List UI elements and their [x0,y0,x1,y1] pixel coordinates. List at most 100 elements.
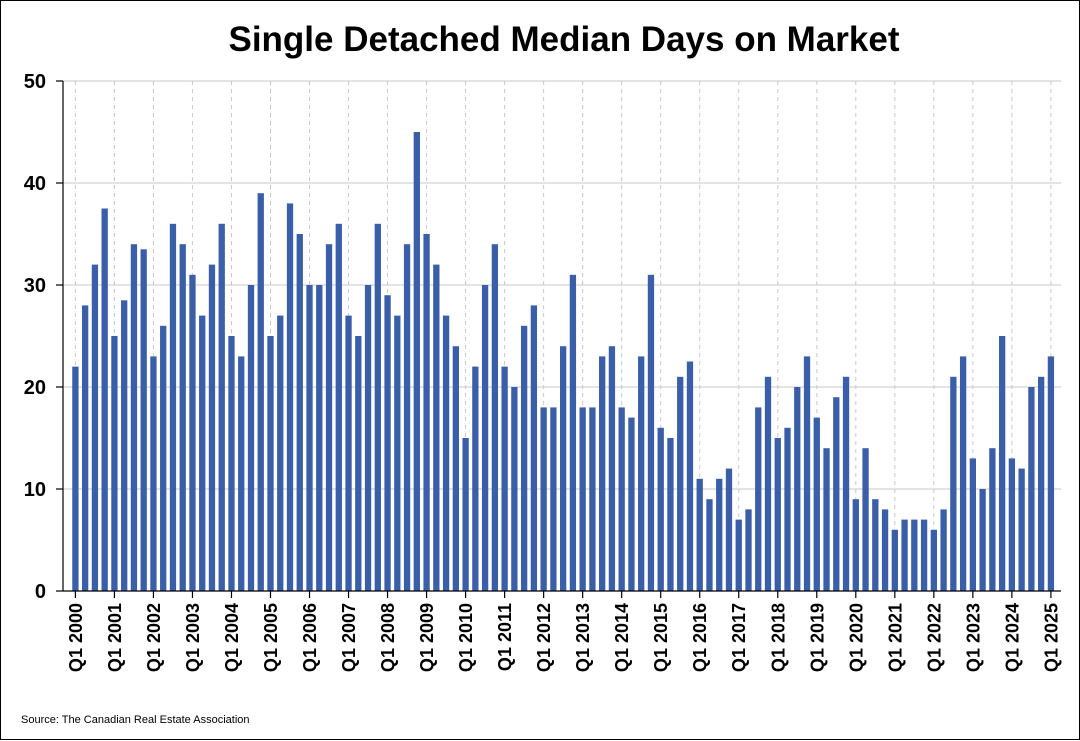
bar-q1-2015 [657,427,664,591]
bar-q1-2008 [384,295,391,591]
bar-q2-2005 [277,315,284,591]
bar-q1-2016 [696,478,703,591]
bar-q2-2000 [82,305,89,591]
bar-q4-2004 [257,193,264,591]
bar-q4-2008 [413,132,420,591]
bar-q1-2007 [345,315,352,591]
x-tick-label: Q1 2025 [1041,603,1061,672]
bar-q3-2007 [364,285,372,591]
y-tick-label: 20 [24,377,46,399]
source-note: Source: The Canadian Real Estate Associa… [21,714,250,726]
bar-q4-2016 [725,468,733,591]
bar-q4-2009 [452,346,459,591]
x-tick-label: Q1 2024 [1002,603,1022,672]
bar-q3-2015 [677,376,684,591]
x-tick-label: Q1 2020 [846,603,866,672]
bar-q2-2011 [511,387,518,591]
bar-q4-2023 [998,336,1006,591]
x-tick-label: Q1 2004 [222,603,242,672]
bar-q3-2006 [325,244,333,591]
bar-q3-2017 [755,407,762,591]
bar-q1-2006 [306,285,313,591]
bar-q3-2005 [286,203,294,591]
bar-q1-2017 [735,519,742,591]
bar-q1-2005 [267,336,274,591]
x-tick-label: Q1 2000 [66,603,86,672]
bar-q4-2020 [881,509,889,591]
bar-q1-2019 [813,417,820,591]
bar-q2-2016 [706,499,713,591]
bar-q1-2000 [72,366,79,591]
bar-q2-2024 [1018,468,1025,591]
bar-q4-2005 [296,234,303,591]
bar-q2-2017 [745,509,752,591]
bar-q4-2002 [179,244,186,591]
bar-q3-2011 [520,325,528,591]
bar-q4-2000 [101,208,108,591]
x-tick-label: Q1 2011 [495,603,515,671]
bar-q3-2014 [638,356,645,591]
bar-q1-2020 [852,499,859,591]
x-tick-label: Q1 2008 [378,603,398,672]
x-tick-label: Q1 2023 [963,603,983,672]
bar-q1-2002 [150,356,157,591]
bar-q4-2018 [803,356,811,591]
bar-q1-2023 [969,458,977,591]
bar-q2-2013 [589,407,596,591]
bar-q3-2023 [989,448,996,591]
bar-q2-2003 [199,315,206,591]
bar-q1-2003 [189,274,196,591]
bar-q4-2014 [647,274,655,591]
y-tick-label: 30 [24,275,46,297]
bar-q1-2004 [228,336,235,591]
x-tick-label: Q1 2021 [885,603,905,672]
bar-q3-2009 [442,315,450,591]
x-tick-label: Q1 2015 [651,603,671,672]
bar-q1-2013 [579,407,586,591]
bar-q3-2018 [794,387,801,591]
bar-q1-2011 [501,366,508,591]
bar-q4-2022 [959,356,967,591]
bar-q2-2012 [550,407,557,591]
y-tick-label: 40 [24,173,46,195]
bar-q3-2021 [911,519,918,591]
bar-q3-2010 [481,285,489,591]
bar-q4-2012 [569,274,577,591]
bar-q3-2008 [403,244,411,591]
bar-q4-2011 [530,305,538,591]
bar-q4-2013 [608,346,616,591]
bar-q1-2010 [462,438,469,591]
bar-q4-2003 [218,223,225,592]
bar-q2-2004 [238,356,245,591]
x-tick-label: Q1 2010 [456,603,476,672]
x-tick-label: Q1 2017 [729,603,749,672]
bar-q4-2024 [1037,376,1045,591]
y-tick-label: 50 [24,71,46,93]
x-tick-label: Q1 2003 [183,603,203,672]
bar-q2-2010 [472,366,479,591]
x-tick-label: Q1 2001 [105,603,125,672]
bar-q2-2014 [628,417,635,591]
bar-q4-2019 [842,376,850,591]
bar-q2-2022 [940,509,947,591]
y-tick-label: 10 [24,479,46,501]
x-tick-label: Q1 2006 [300,603,320,672]
bar-q2-2007 [355,336,362,591]
x-tick-label: Q1 2007 [339,603,359,672]
bar-q4-2017 [764,376,772,591]
bar-q1-2022 [930,529,937,591]
bar-q1-2014 [618,407,625,591]
x-tick-label: Q1 2012 [534,603,554,672]
bar-q4-2015 [686,361,694,591]
bar-q2-2023 [979,489,986,591]
x-tick-labels: Q1 2000 Q1 2001 Q1 2002 Q1 2003 Q1 2004 Q1 20… [66,603,1062,672]
bar-q2-2021 [901,519,908,591]
x-tick-label: Q1 2005 [261,603,281,672]
bar-q2-2006 [316,285,323,591]
x-tick-label: Q1 2014 [612,603,632,672]
bar-q1-2001 [111,336,118,591]
bar-q3-2002 [169,223,177,592]
bar-q3-2004 [247,285,255,591]
bar-q1-2025 [1047,356,1055,591]
bar-q2-2008 [394,315,401,591]
